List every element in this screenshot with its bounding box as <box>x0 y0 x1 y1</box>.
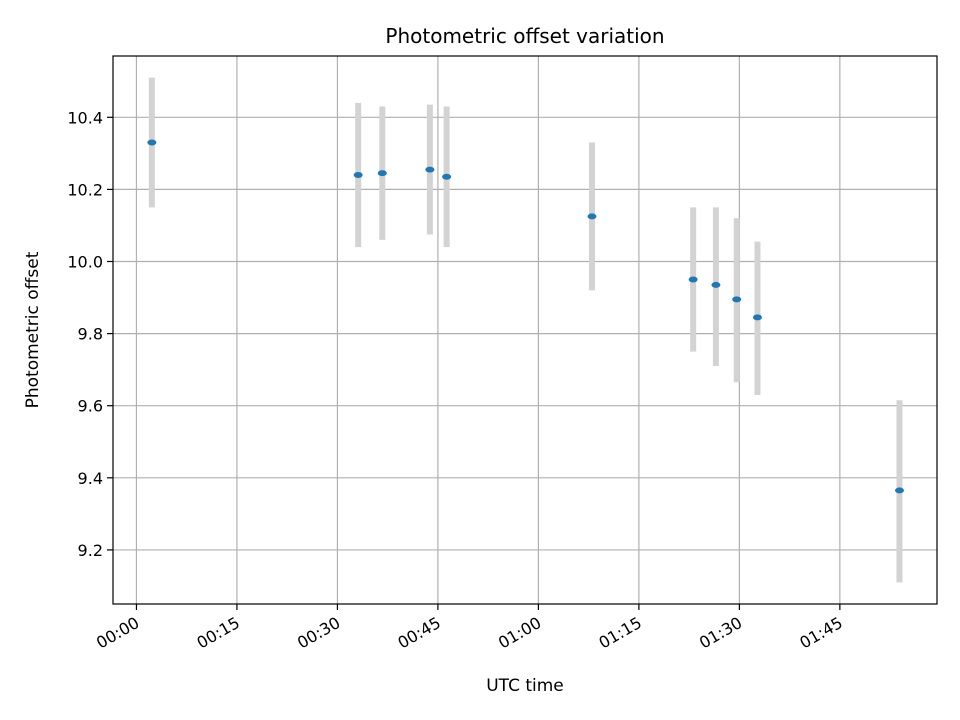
data-point <box>353 171 363 178</box>
x-axis-label: UTC time <box>486 676 564 696</box>
data-point <box>894 487 904 494</box>
plot-frame <box>112 55 938 605</box>
data-point <box>711 281 721 288</box>
y-tick-label: 9.2 <box>78 541 103 560</box>
y-tick-label: 10.2 <box>67 180 103 199</box>
data-point <box>442 173 452 180</box>
y-tick-label: 10.0 <box>67 253 103 272</box>
y-axis-label: Photometric offset <box>23 251 43 408</box>
y-axis-ticks: 9.2 9.4 9.6 9.8 10.0 10.2 10.4 <box>67 108 113 560</box>
data-point <box>147 139 157 146</box>
data-point <box>425 166 435 173</box>
data-point <box>732 296 742 303</box>
y-tick-label: 10.4 <box>67 108 103 127</box>
data-points <box>147 139 904 494</box>
chart-title: Photometric offset variation <box>385 24 664 48</box>
y-tick-label: 9.8 <box>78 325 103 344</box>
data-point <box>752 314 762 321</box>
data-point <box>377 170 387 177</box>
y-tick-label: 9.4 <box>78 469 103 488</box>
grid <box>113 56 937 604</box>
data-point <box>688 276 698 283</box>
y-tick-label: 9.6 <box>78 397 103 416</box>
data-point <box>587 213 597 220</box>
